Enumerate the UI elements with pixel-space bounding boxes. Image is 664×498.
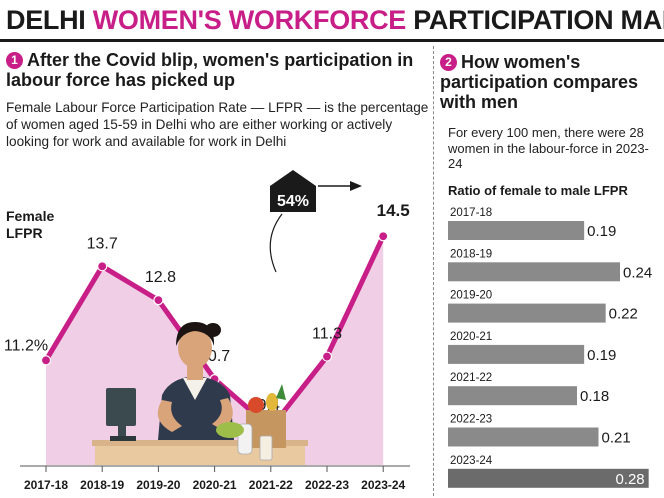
left-heading: 1 After the Covid blip, women's participa… [6,50,426,90]
section-number-1: 1 [6,52,23,69]
title-part-1: DELHI [6,5,93,35]
bar-value-label: 0.28 [615,471,644,488]
badge-label: 54% [277,193,309,210]
worker-hair [176,322,215,346]
bar-category-label: 2020-21 [450,331,492,343]
right-heading: 2 How women's participation compares with… [440,52,660,112]
series-label-lfpr: LFPR [6,225,43,241]
bar-category-label: 2017-18 [450,207,492,219]
bar-value-label: 0.21 [602,430,631,447]
annotation-curve [269,213,283,273]
badge-house [270,170,316,212]
x-tick-label: 2020-21 [193,478,237,492]
bar-category-label: 2023-24 [450,455,493,467]
bar [448,468,649,488]
title-part-3: PARTICIPATION MAP [406,5,664,35]
bar [448,262,620,282]
bar-value-label: 0.22 [609,306,638,323]
annotation-arrowhead [350,181,362,191]
worker-face [178,328,212,368]
data-label: 13.7 [87,235,118,252]
title-highlight: WOMEN'S WORKFORCE [92,5,407,35]
bar [448,344,585,364]
data-label: 14.5 [377,201,410,220]
left-heading-text: After the Covid blip, women's participat… [6,50,414,90]
bar-category-label: 2022-23 [450,414,492,426]
counter-edge [92,440,308,446]
right-heading-text: How women's participation compares with … [440,52,639,112]
bar-value-label: 0.18 [580,388,609,405]
counter-top [95,445,305,465]
bar-chart-title: Ratio of female to male LFPR [448,183,628,198]
bar-value-label: 0.24 [623,264,652,281]
bar [448,386,577,406]
data-point [321,351,333,362]
x-tick-label: 2022-23 [305,478,349,492]
bar [448,427,599,447]
x-tick-label: 2019-20 [136,478,180,492]
bar [448,221,585,240]
bar-category-label: 2021-22 [450,372,492,384]
data-point [153,295,164,306]
x-tick-label: 2017-18 [24,478,68,492]
data-label: 11.3 [312,326,342,343]
panel-divider [433,46,435,496]
page-title: DELHI WOMEN'S WORKFORCE PARTICIPATION MA… [6,2,664,38]
data-point [40,355,52,366]
data-point [97,261,108,272]
ratio-bar-chart: 2017-18 0.19 2018-19 0.24 2019-20 0.22 2020-21… [448,207,652,488]
series-label-female: Female [6,208,54,224]
bar [448,303,606,323]
data-label: 12.8 [145,269,176,286]
left-subtext: Female Labour Force Participation Rate —… [6,100,429,149]
data-label: 11.2% [4,337,48,354]
bar-value-label: 0.19 [587,347,616,364]
monitor-icon [106,388,136,426]
data-point [378,231,389,242]
bar-category-label: 2019-20 [450,290,492,302]
title-rule [0,39,664,42]
bar-value-label: 0.19 [587,223,616,240]
section-number-2: 2 [440,54,457,71]
x-tick-label: 2021-22 [249,478,293,492]
right-subtext: For every 100 men, there were 28 women i… [448,125,649,171]
bar-category-label: 2018-19 [450,248,492,260]
x-tick-label: 2018-19 [80,478,124,492]
x-tick-label: 2023-24 [361,478,405,492]
worker-illustration [92,322,308,465]
